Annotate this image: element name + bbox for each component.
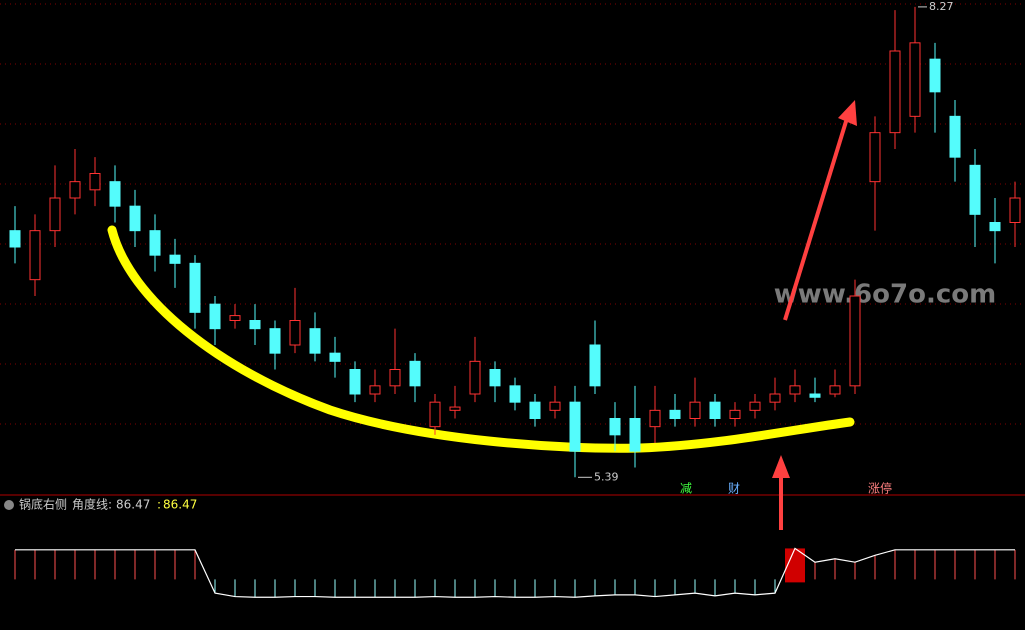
high-label: 8.27 [929,0,954,13]
indicator-value: 86.47 [116,498,150,512]
candle-body [249,320,261,330]
indicator-icon[interactable] [4,500,14,510]
candle-body [889,50,901,134]
candle-body [309,328,321,354]
candle-body [349,369,361,395]
candle-body [649,409,661,428]
candle-body [909,42,921,117]
candle-body [749,401,761,411]
candle-body [9,230,21,248]
candle-body [69,181,81,199]
candle-body [1009,197,1021,223]
candle-body [849,295,861,387]
candle-body [149,230,161,256]
candle-body [289,320,301,346]
candle-body [429,401,441,428]
arrow-head [772,455,790,478]
candle-body [809,393,821,398]
candle-body [409,360,421,387]
candle-body [129,205,141,232]
candle-body [729,409,741,420]
candle-body [969,164,981,215]
indicator-sep: : [157,498,161,512]
candle-body [369,385,381,395]
candle-body [769,393,781,403]
candle-body [789,385,801,395]
candle-body [229,315,241,322]
trend-curve [107,225,855,453]
grid [0,3,1025,425]
arrow-head [838,100,857,126]
signal: 财 [728,482,740,496]
candle-body [489,369,501,387]
candle-body [189,262,201,313]
candle-body [569,401,581,452]
signal: 涨停 [868,481,892,496]
candle-body [869,132,881,183]
candle-body [509,385,521,403]
candle-body [389,369,401,387]
candle-body [709,401,721,419]
candle-body [589,344,601,387]
arrow [783,114,850,321]
candle-body [989,222,1001,232]
candle-body [669,409,681,420]
indicator-name: 锅底右侧 [19,497,67,512]
signal: 减 [680,482,692,496]
candle-body [109,181,121,207]
low-label: 5.39 [594,470,619,483]
candle-body [449,406,461,411]
candle-body [29,230,41,281]
candle-body [209,303,221,330]
indicator-line [15,547,1015,598]
candle-body [89,173,101,191]
candle-body [269,328,281,354]
indicator-label: 角度线: [72,497,112,512]
candle-body [49,197,61,232]
candle-body [629,418,641,452]
candle-body [689,401,701,419]
candle-body [929,58,941,93]
candle-body [469,360,481,395]
indicator-value: 86.47 [163,498,197,512]
candle-body [829,385,841,395]
candle-body [329,352,341,362]
watermark: www.6o7o.com [774,280,996,310]
candle-body [549,401,561,411]
candle-body [169,254,181,264]
candle-body [949,115,961,158]
signal-bar [785,548,805,583]
candle-body [609,418,621,436]
candle-body [529,401,541,419]
